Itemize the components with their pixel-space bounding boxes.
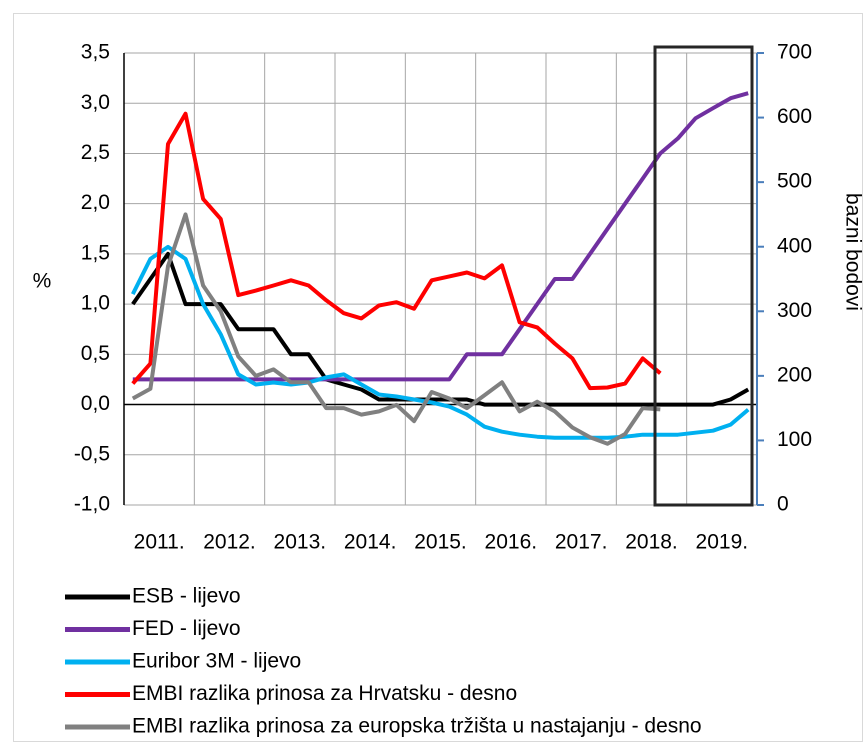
legend-label: ESB - lijevo: [132, 585, 241, 608]
y-axis-label: %: [33, 270, 52, 293]
y2-tick-label: 100: [777, 428, 812, 451]
y-tick-label: 2,5: [81, 141, 110, 164]
series-line: [131, 244, 750, 440]
y2-tick-label: 200: [777, 363, 812, 386]
y-tick-label: 3,5: [81, 41, 110, 64]
x-tick-label: 2018.: [625, 531, 678, 554]
x-tick-label: 2016.: [485, 531, 538, 554]
y-tick-label: 0,5: [81, 342, 110, 365]
x-tick-label: 2013.: [274, 531, 327, 554]
legend-label: Euribor 3M - lijevo: [132, 650, 301, 673]
y2-tick-label: 500: [777, 170, 812, 193]
x-tick-label: 2014.: [344, 531, 397, 554]
series-line: [131, 111, 662, 391]
x-tick-label: 2019.: [696, 531, 749, 554]
x-tick-label: 2011.: [134, 531, 185, 554]
series-line: [131, 251, 750, 407]
x-tick-label: 2015.: [414, 531, 467, 554]
x-tick-label: 2017.: [555, 531, 608, 554]
series-line: [131, 212, 661, 446]
y2-axis-label: bazni bodovi: [841, 193, 863, 311]
y-tick-label: -1,0: [74, 493, 110, 516]
x-tick-label: 2012.: [203, 531, 256, 554]
legend-label: EMBI razlika prinosa za Hrvatsku - desno: [132, 682, 517, 705]
legend-label: EMBI razlika prinosa za europska tržišta…: [132, 715, 702, 738]
y-tick-label: 3,0: [81, 91, 110, 114]
y2-tick-label: 600: [777, 105, 812, 128]
y-tick-label: 1,0: [81, 292, 110, 315]
y-tick-label: 2,0: [81, 191, 110, 214]
y-tick-label: 0,0: [81, 392, 110, 415]
y-tick-label: -0,5: [74, 442, 110, 465]
highlight-box: [653, 45, 754, 507]
y2-tick-label: 700: [777, 41, 812, 64]
y-tick-label: 1,5: [81, 241, 110, 264]
series-line: [132, 91, 749, 382]
y2-tick-label: 0: [777, 493, 789, 516]
y2-tick-label: 400: [777, 234, 812, 257]
y2-tick-label: 300: [777, 299, 812, 322]
legend-label: FED - lijevo: [132, 617, 241, 640]
